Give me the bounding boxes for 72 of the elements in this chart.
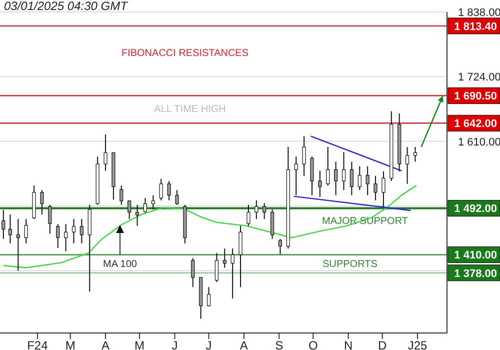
candlestick [64, 224, 68, 252]
x-tick-label: J [172, 338, 178, 350]
candlestick [230, 248, 234, 299]
candlestick [104, 134, 108, 172]
annotation: MA 100 [103, 259, 138, 270]
candlestick [159, 178, 163, 201]
candlestick [318, 170, 322, 198]
candlestick [128, 200, 132, 220]
candlestick [206, 286, 211, 307]
x-tick-label: S [275, 338, 284, 350]
y-tick-label: 1 724.00 [458, 72, 500, 84]
candlestick [143, 198, 148, 214]
annotation: ALL TIME HIGH [154, 104, 226, 115]
x-tick-label: A [240, 338, 248, 350]
candlestick [270, 208, 274, 240]
candlestick [382, 170, 386, 208]
candlestick [24, 218, 28, 244]
line-series [2, 184, 417, 268]
annotation: SUPPORTS [322, 259, 378, 270]
candlestick [72, 218, 76, 244]
ref-line-label: 1 690.50 [454, 90, 497, 103]
candlestick [167, 180, 171, 201]
candlestick [80, 218, 84, 244]
candlestick [310, 156, 314, 196]
candlestick [2, 209, 6, 240]
x-tick-label: A [102, 338, 110, 350]
ref-line-label: 1 492.00 [454, 203, 497, 216]
candlestick [191, 258, 195, 288]
candlestick [405, 146, 410, 184]
candlestick [326, 146, 330, 186]
candlestick [366, 166, 370, 196]
candlestick [350, 161, 354, 196]
ref-line-label: 1 378.00 [454, 268, 497, 280]
candlestick [246, 204, 250, 226]
y-tick-label: 1 838.00 [458, 7, 500, 19]
candlestick [294, 156, 298, 196]
candlestick [48, 204, 52, 234]
x-tick-label: F24 [27, 338, 48, 350]
x-tick-label: J [206, 338, 212, 350]
candlestick [120, 185, 124, 206]
y-tick-label: 1 610.00 [458, 136, 500, 148]
ref-line-label: 1 813.40 [454, 20, 497, 33]
x-tick-label: N [344, 338, 353, 350]
candlestick [56, 224, 60, 248]
candlestick [254, 200, 258, 220]
candlestick [374, 175, 378, 201]
annotation: MAJOR SUPPORT [322, 216, 408, 227]
candlestick [135, 204, 140, 226]
candlestick [40, 190, 44, 215]
candlestick [238, 225, 242, 288]
candlestick [262, 202, 266, 220]
x-tick-label: M [65, 338, 76, 350]
x-tick-label: D [378, 338, 387, 350]
candlestick [16, 218, 20, 272]
candlestick [278, 238, 282, 255]
candlestick [342, 152, 346, 191]
annotation: 03/01/2025 04:30 GMT [4, 0, 130, 13]
x-tick-label: O [308, 338, 318, 350]
candlestick [334, 161, 338, 196]
ref-line-label: 1 410.00 [454, 250, 497, 262]
annotation: FIBONACCI RESISTANCES [121, 48, 249, 59]
candlestick [358, 166, 362, 191]
x-tick-label: M [134, 338, 145, 350]
candlestick [151, 194, 155, 210]
candlestick [302, 136, 306, 176]
x-tick-label: J25 [408, 338, 428, 350]
candlestick [175, 190, 179, 206]
candlestick [214, 252, 218, 282]
ref-line-label: 1 642.00 [454, 118, 497, 130]
candlestick [413, 146, 418, 162]
candlestick [8, 214, 12, 244]
candlestick [222, 248, 226, 268]
